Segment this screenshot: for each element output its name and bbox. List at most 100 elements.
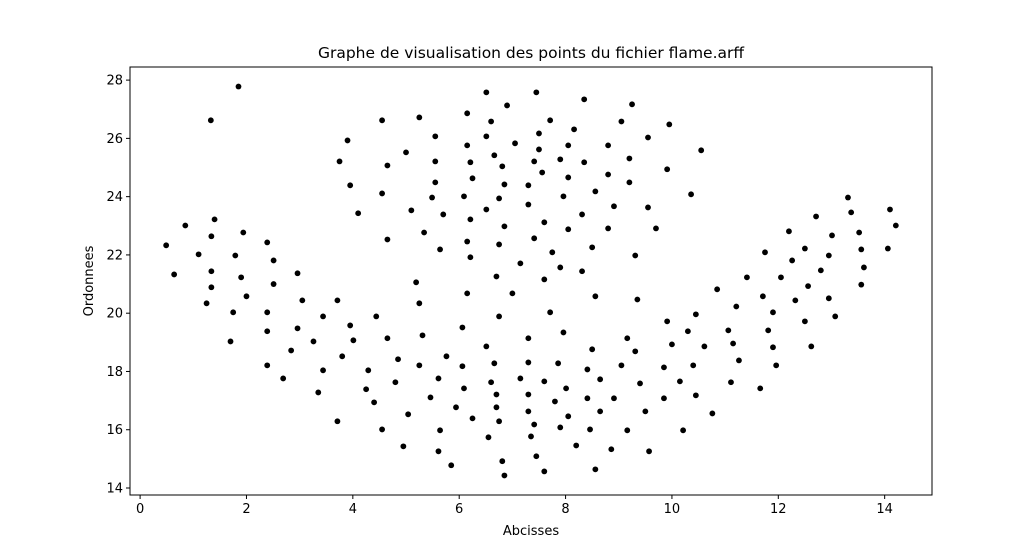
y-tick-label: 14: [106, 482, 123, 497]
data-point: [517, 375, 524, 382]
data-point: [339, 353, 346, 360]
data-point: [618, 362, 625, 369]
data-point: [525, 391, 532, 398]
data-point: [496, 313, 502, 320]
data-point: [653, 225, 659, 232]
data-point: [565, 174, 572, 181]
data-point: [597, 376, 604, 383]
data-point: [825, 252, 832, 259]
data-point: [493, 404, 500, 411]
points-layer: [163, 83, 899, 479]
data-point: [504, 102, 510, 109]
data-point: [592, 188, 599, 195]
y-tick-label: 28: [106, 74, 123, 89]
data-point: [637, 380, 643, 387]
data-point: [552, 398, 558, 405]
data-point: [264, 362, 271, 369]
data-point: [464, 110, 471, 117]
data-point: [467, 159, 474, 166]
data-point: [565, 413, 572, 420]
data-point: [765, 327, 772, 334]
data-point: [512, 140, 518, 147]
data-point: [270, 281, 277, 287]
data-point: [294, 325, 301, 332]
data-point: [792, 297, 799, 304]
data-point: [536, 146, 542, 153]
data-point: [571, 126, 577, 133]
data-point: [541, 468, 548, 475]
data-point: [736, 357, 742, 364]
data-point: [557, 264, 564, 271]
data-point: [563, 385, 570, 392]
data-point: [379, 190, 385, 197]
data-point: [467, 254, 474, 261]
data-point: [491, 152, 498, 159]
data-point: [770, 344, 776, 351]
data-point: [531, 421, 538, 428]
data-point: [365, 367, 372, 374]
data-point: [626, 155, 633, 162]
data-point: [801, 318, 808, 325]
data-point: [584, 395, 591, 402]
data-point: [589, 346, 596, 353]
data-point: [264, 239, 271, 246]
data-point: [531, 158, 538, 165]
data-point: [692, 311, 699, 318]
data-point: [757, 385, 764, 392]
data-point: [829, 232, 835, 239]
data-point: [405, 411, 412, 418]
data-point: [483, 89, 490, 96]
data-point: [848, 209, 855, 216]
data-point: [528, 433, 534, 440]
data-point: [432, 133, 439, 140]
data-point: [429, 194, 435, 201]
data-point: [525, 182, 532, 189]
data-point: [493, 391, 500, 398]
data-point: [499, 163, 506, 170]
data-point: [230, 309, 237, 316]
data-point: [264, 309, 271, 316]
data-point: [483, 343, 490, 350]
data-point: [195, 251, 202, 258]
data-point: [605, 171, 612, 178]
data-point: [243, 293, 250, 300]
data-point: [770, 309, 776, 316]
data-point: [413, 279, 420, 286]
data-point: [421, 229, 428, 236]
data-point: [208, 268, 215, 275]
y-tick-label: 24: [106, 190, 123, 205]
data-point: [618, 118, 625, 125]
data-point: [549, 249, 556, 256]
data-point: [416, 300, 423, 307]
data-point: [611, 203, 617, 210]
data-point: [347, 182, 354, 189]
data-point: [496, 241, 502, 248]
data-point: [491, 360, 498, 367]
y-tick-label: 16: [106, 423, 123, 438]
data-point: [469, 415, 476, 422]
data-point: [501, 223, 508, 230]
data-point: [539, 169, 546, 176]
x-tick-label: 0: [136, 502, 144, 517]
data-point: [805, 283, 811, 289]
data-point: [493, 273, 500, 280]
data-point: [677, 378, 683, 385]
data-point: [661, 364, 667, 371]
data-point: [461, 193, 467, 200]
data-point: [227, 338, 234, 345]
data-point: [379, 426, 385, 433]
data-point: [211, 216, 218, 223]
data-point: [560, 193, 567, 200]
data-point: [725, 327, 732, 334]
data-point: [461, 385, 467, 392]
data-point: [664, 318, 671, 325]
data-point: [666, 121, 673, 128]
data-point: [632, 252, 639, 259]
data-point: [408, 207, 415, 214]
data-point: [581, 96, 588, 103]
data-point: [587, 426, 593, 433]
data-point: [861, 264, 867, 271]
data-point: [517, 260, 524, 267]
x-tick-label: 10: [664, 502, 681, 517]
data-point: [714, 286, 721, 293]
